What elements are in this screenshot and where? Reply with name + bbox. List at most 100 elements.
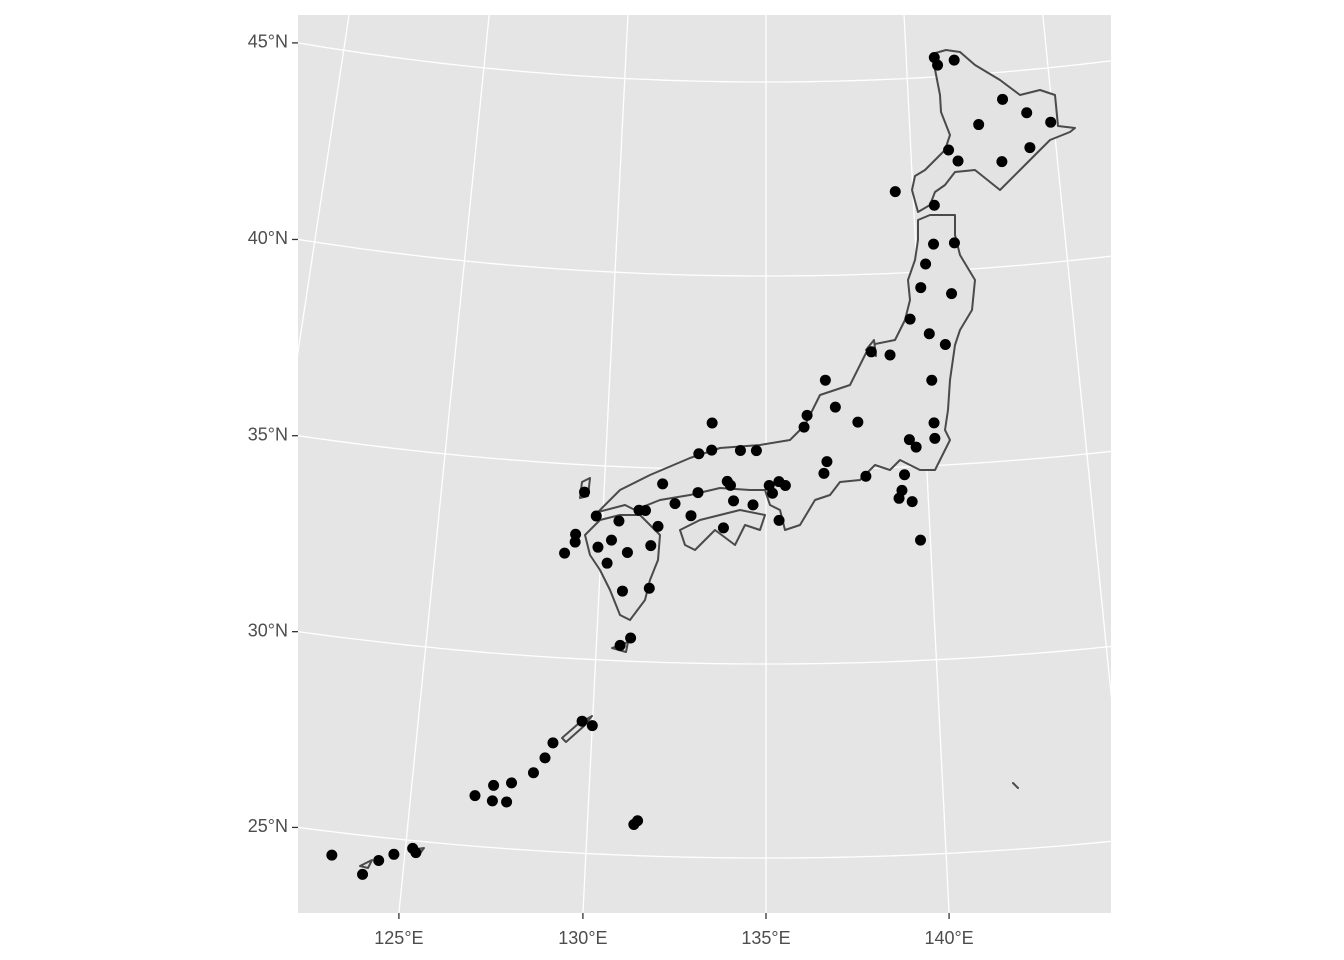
point xyxy=(527,767,539,779)
point xyxy=(657,478,669,490)
point xyxy=(904,313,916,325)
point xyxy=(906,496,918,508)
x-tick-label: 140°E xyxy=(924,928,973,948)
point xyxy=(692,487,704,499)
y-tick-label: 25°N xyxy=(248,816,288,836)
y-tick-label: 45°N xyxy=(248,32,288,52)
point xyxy=(852,416,864,428)
point xyxy=(928,417,940,429)
point xyxy=(706,444,718,456)
point xyxy=(928,199,940,211)
point xyxy=(865,346,877,358)
daito xyxy=(1012,782,1019,789)
x-tick-label: 125°E xyxy=(374,928,423,948)
point xyxy=(932,59,944,71)
point xyxy=(889,186,901,198)
point xyxy=(579,486,591,498)
point xyxy=(860,470,872,482)
point xyxy=(559,547,571,559)
point xyxy=(923,328,935,340)
point xyxy=(621,546,633,558)
point xyxy=(915,534,927,546)
point xyxy=(899,469,911,481)
point xyxy=(915,282,927,294)
point xyxy=(821,456,833,468)
point xyxy=(717,522,729,534)
point xyxy=(1045,116,1057,128)
x-tick-label: 130°E xyxy=(558,928,607,948)
y-tick-label: 30°N xyxy=(248,620,288,640)
point xyxy=(326,849,338,861)
point xyxy=(373,855,385,867)
point xyxy=(948,54,960,66)
point xyxy=(973,119,985,131)
axes: 25°N 30°N 35°N 40°N 45°N 125°E 130°E 135°E 140°E xyxy=(248,32,974,948)
point xyxy=(884,349,896,361)
point xyxy=(643,582,655,594)
point xyxy=(605,534,617,546)
point xyxy=(801,409,813,421)
y-tick-label: 40°N xyxy=(248,228,288,248)
point xyxy=(773,514,785,526)
point xyxy=(628,819,640,831)
hokkaido xyxy=(911,49,1076,213)
kyushu xyxy=(584,514,661,621)
y-tick-label: 35°N xyxy=(248,424,288,444)
point xyxy=(652,520,664,532)
point xyxy=(939,339,951,351)
grid-line xyxy=(1042,15,1111,700)
x-tick-label: 135°E xyxy=(741,928,790,948)
point xyxy=(645,540,657,552)
point xyxy=(910,441,922,453)
point xyxy=(693,448,705,460)
point xyxy=(685,510,697,522)
point xyxy=(728,495,740,507)
point xyxy=(625,632,637,644)
point xyxy=(357,868,369,880)
point xyxy=(506,777,518,789)
point xyxy=(592,541,604,553)
point xyxy=(590,510,602,522)
point xyxy=(486,795,498,807)
point xyxy=(928,238,940,250)
point xyxy=(734,444,746,456)
point xyxy=(766,487,778,499)
point xyxy=(501,796,513,808)
point xyxy=(829,401,841,413)
point xyxy=(920,258,932,270)
point xyxy=(410,847,422,859)
point xyxy=(724,479,736,491)
point xyxy=(943,144,955,156)
point xyxy=(388,848,400,860)
ishigaki xyxy=(359,859,373,869)
point xyxy=(616,585,628,597)
point xyxy=(946,288,958,300)
point xyxy=(997,93,1009,105)
points xyxy=(326,52,1057,880)
point xyxy=(1021,107,1033,119)
point xyxy=(547,737,559,749)
point xyxy=(669,498,681,510)
point xyxy=(929,432,941,444)
point xyxy=(614,639,626,651)
point xyxy=(926,374,938,386)
point xyxy=(570,528,582,540)
point xyxy=(996,156,1008,168)
point xyxy=(576,715,588,727)
point xyxy=(818,467,830,479)
point xyxy=(952,155,964,167)
grid-line xyxy=(582,15,629,913)
point xyxy=(747,499,759,511)
point xyxy=(586,720,598,732)
point xyxy=(893,492,905,504)
point xyxy=(706,417,718,429)
point xyxy=(948,237,960,249)
point xyxy=(488,779,500,791)
point xyxy=(601,557,613,569)
point xyxy=(750,445,762,457)
point xyxy=(903,434,915,446)
point xyxy=(798,421,810,433)
point xyxy=(639,504,651,516)
grid-line xyxy=(398,15,490,913)
